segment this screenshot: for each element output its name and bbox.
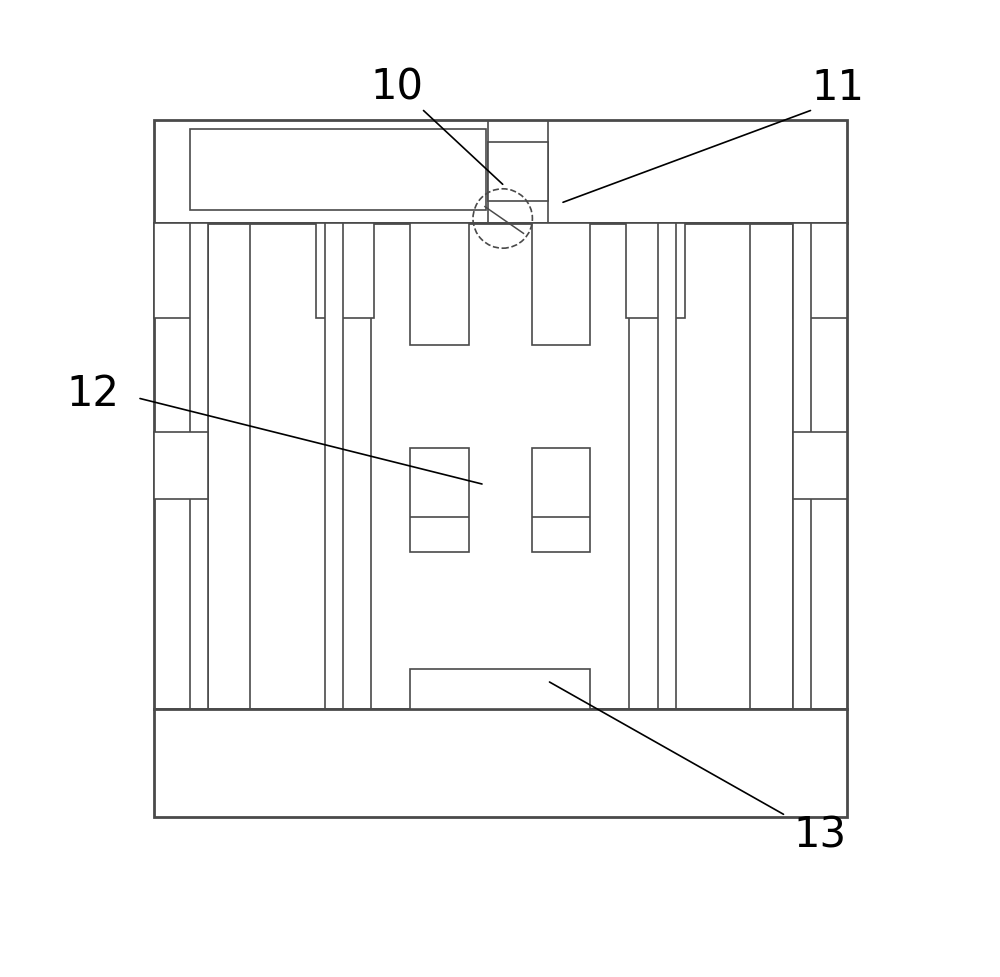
Bar <box>154 119 846 223</box>
Bar <box>316 223 374 318</box>
Text: 10: 10 <box>370 67 423 109</box>
Bar <box>154 223 846 709</box>
Bar <box>190 223 208 709</box>
Bar <box>532 223 590 345</box>
Bar <box>410 223 468 345</box>
Bar <box>410 668 590 709</box>
Bar <box>154 709 846 817</box>
Bar <box>488 142 548 200</box>
Bar <box>792 223 846 318</box>
Bar <box>154 223 208 318</box>
Bar <box>792 223 810 709</box>
Bar <box>532 448 590 551</box>
Bar <box>792 432 846 499</box>
Text: 12: 12 <box>67 373 120 415</box>
Bar <box>410 448 468 551</box>
Bar <box>154 432 208 499</box>
Text: 13: 13 <box>793 814 846 856</box>
Bar <box>324 223 342 709</box>
Bar <box>658 223 676 709</box>
Bar <box>190 129 486 209</box>
Text: 11: 11 <box>811 67 864 109</box>
Bar <box>626 223 684 318</box>
